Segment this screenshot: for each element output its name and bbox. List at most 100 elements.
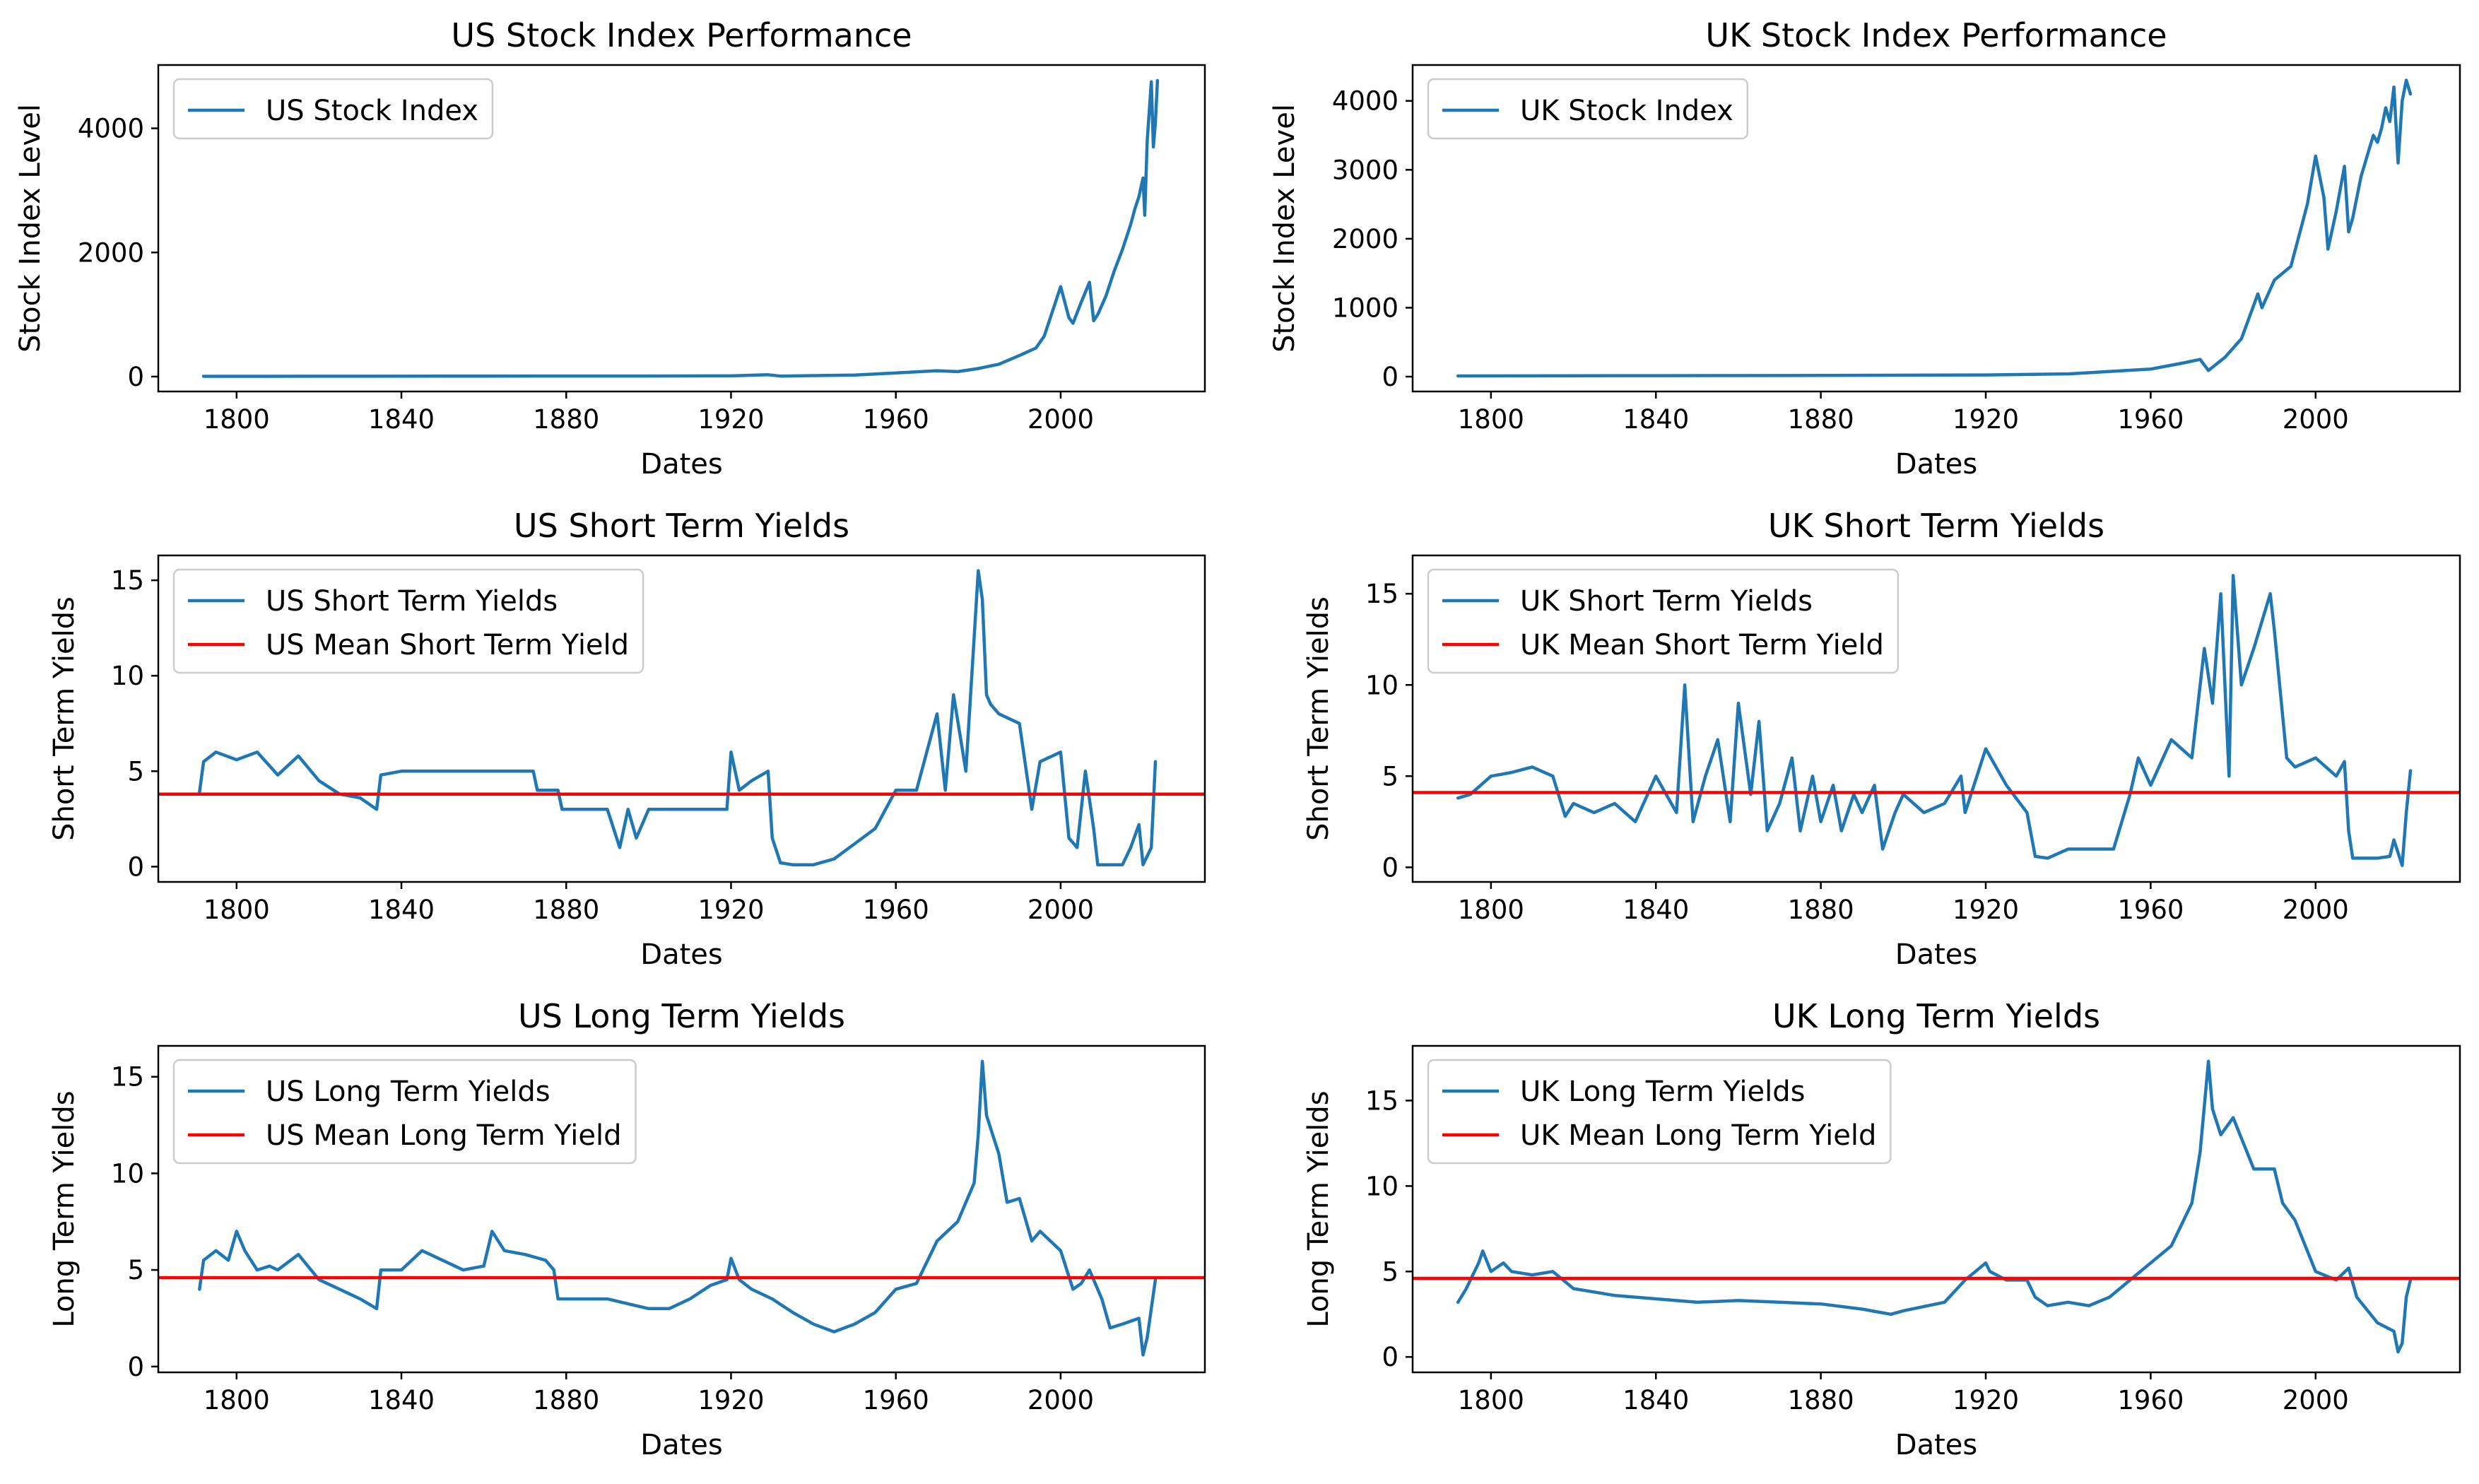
legend-label: UK Mean Short Term Yield (1520, 629, 1884, 661)
x-tick-label: 1880 (533, 1385, 599, 1415)
y-tick-label: 0 (127, 852, 144, 882)
y-tick-label: 0 (127, 1352, 144, 1382)
x-tick-label: 1800 (1458, 895, 1524, 925)
x-tick-label: 2000 (2283, 895, 2349, 925)
y-tick-label: 5 (1382, 761, 1399, 791)
y-tick-label: 5 (127, 1255, 144, 1285)
legend-label: US Short Term Yields (266, 585, 558, 618)
y-tick-label: 2000 (78, 237, 144, 268)
y-axis-label: Long Term Yields (48, 1090, 81, 1327)
x-axis-label: Dates (1895, 448, 1977, 481)
x-tick-label: 1920 (1953, 1385, 2019, 1415)
x-tick-label: 1920 (697, 404, 764, 435)
y-tick-label: 10 (111, 1158, 144, 1189)
legend-label: US Stock Index (266, 95, 478, 127)
x-tick-label: 1960 (863, 404, 929, 435)
x-tick-label: 2000 (2283, 404, 2349, 435)
axes-frame (1411, 554, 2461, 883)
plot-area (1456, 78, 2413, 378)
plot-area (158, 1059, 1205, 1357)
x-axis-label: Dates (1895, 938, 1977, 971)
y-axis-label: Long Term Yields (1302, 1090, 1335, 1327)
x-tick-label: 1840 (368, 895, 435, 925)
legend: US Short Term Yields US Mean Short Term Y… (172, 568, 644, 674)
series-line (1456, 1059, 2413, 1354)
x-tick-label: 1880 (1788, 404, 1854, 435)
y-tick-label: 3000 (1332, 155, 1399, 185)
y-tick-label: 5 (127, 756, 144, 787)
legend: UK Stock Index (1427, 78, 1749, 140)
x-tick-label: 1840 (1623, 1385, 1689, 1415)
subplot-6: 1800 1840 1880 1920 1960 2000 0 5 10 15 UK Long Te… (1302, 997, 2461, 1461)
x-tick-label: 1800 (1458, 404, 1524, 435)
x-tick-label: 1800 (1458, 1385, 1524, 1415)
series-line (1456, 78, 2413, 378)
legend-box (172, 78, 494, 140)
legend-label: UK Stock Index (1520, 95, 1733, 127)
legend-label: US Mean Long Term Yield (266, 1119, 622, 1152)
y-tick-label: 0 (1382, 852, 1399, 883)
legend-label: UK Mean Long Term Yield (1520, 1119, 1876, 1152)
subplot-1: 1800 1840 1880 1920 1960 2000 0 2000 4000 US Stoc… (14, 16, 1206, 481)
legend: UK Long Term Yields UK Mean Long Term Yie… (1427, 1059, 1892, 1165)
x-tick-label: 2000 (1027, 404, 1094, 435)
series-line (201, 78, 1160, 378)
subplot-5: 1800 1840 1880 1920 1960 2000 0 5 10 15 US Long Te… (48, 997, 1206, 1461)
chart-title: US Stock Index Performance (451, 16, 912, 54)
x-axis-label: Dates (1895, 1429, 1977, 1461)
x-tick-label: 1800 (204, 404, 270, 435)
x-tick-label: 1920 (697, 1385, 764, 1415)
y-axis-label: Stock Index Level (14, 104, 47, 353)
chart-title: UK Long Term Yields (1772, 997, 2100, 1035)
y-tick-label: 10 (111, 661, 144, 691)
subplot-2: 1800 1840 1880 1920 1960 2000 0 1000 2000 3000 400… (1268, 16, 2461, 481)
y-tick-label: 10 (1365, 670, 1399, 700)
x-tick-label: 2000 (1027, 895, 1094, 925)
legend-box (1427, 1059, 1892, 1165)
legend-label: US Long Term Yields (266, 1076, 550, 1108)
y-tick-label: 4000 (1332, 86, 1399, 117)
y-axis-label: Short Term Yields (48, 596, 81, 841)
plot-area (1413, 574, 2460, 868)
x-axis-label: Dates (640, 1429, 722, 1461)
x-tick-label: 1800 (204, 895, 270, 925)
y-tick-label: 15 (1365, 1085, 1399, 1116)
y-tick-label: 5 (1382, 1256, 1399, 1287)
series-line (198, 569, 1158, 866)
x-tick-label: 1960 (2117, 1385, 2184, 1415)
chart-title: US Short Term Yields (514, 507, 849, 545)
x-tick-label: 1960 (863, 1385, 929, 1415)
plot-area (158, 569, 1205, 866)
x-tick-label: 1800 (204, 1385, 270, 1415)
axes-frame (157, 64, 1206, 393)
x-tick-label: 1880 (533, 404, 599, 435)
x-tick-label: 2000 (2283, 1385, 2349, 1415)
y-tick-label: 15 (111, 565, 144, 596)
x-tick-label: 1840 (368, 404, 435, 435)
y-tick-label: 1000 (1332, 293, 1399, 323)
x-tick-label: 1960 (863, 895, 929, 925)
plot-area (1413, 1059, 2460, 1354)
axes-frame (1411, 1044, 2461, 1374)
legend-label: UK Short Term Yields (1520, 585, 1813, 618)
subplot-4: 1800 1840 1880 1920 1960 2000 0 5 10 15 UK Short T… (1302, 507, 2461, 971)
axes-frame (157, 554, 1206, 883)
chart-title: UK Stock Index Performance (1705, 16, 2167, 54)
legend-box (1427, 78, 1749, 140)
legend: US Long Term Yields US Mean Long Term Yie… (172, 1059, 637, 1165)
subplot-3: 1800 1840 1880 1920 1960 2000 0 5 10 15 US Short T… (48, 507, 1206, 971)
y-tick-label: 10 (1365, 1171, 1399, 1201)
x-tick-label: 1920 (697, 895, 764, 925)
legend: US Stock Index (172, 78, 494, 140)
y-tick-label: 4000 (78, 114, 144, 144)
x-tick-label: 1840 (368, 1385, 435, 1415)
y-tick-label: 15 (111, 1062, 144, 1093)
axes-frame (1411, 64, 2461, 393)
x-tick-label: 1920 (1953, 404, 2019, 435)
series-line (198, 1059, 1158, 1357)
x-tick-label: 1880 (533, 895, 599, 925)
axes-frame (157, 1044, 1206, 1374)
x-tick-label: 1880 (1788, 895, 1854, 925)
x-axis-label: Dates (640, 938, 722, 971)
